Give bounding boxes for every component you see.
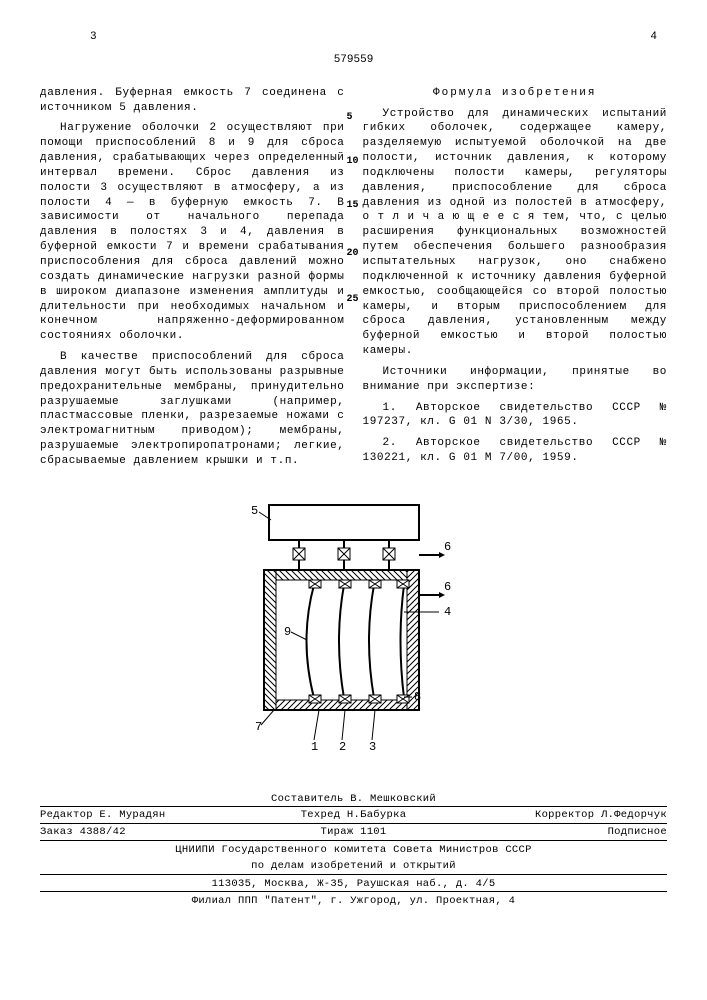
paragraph: давления. Буферная емкость 7 соединена с… — [40, 86, 345, 116]
line-marker: 15 — [347, 199, 361, 213]
editor-line: Редактор Е. Мурадян — [40, 808, 249, 822]
order-line: Заказ 4388/42 — [40, 825, 249, 839]
line-marker: 20 — [347, 247, 361, 261]
line-number-markers: 5 10 15 20 25 — [347, 75, 361, 307]
page-number-right: 4 — [650, 30, 657, 45]
figure-label: 3 — [369, 740, 376, 754]
figure-label: 6 — [444, 540, 451, 554]
address-line: Филиал ППП "Патент", г. Ужгород, ул. Про… — [40, 892, 667, 908]
compiler-line: Составитель В. Мешковский — [40, 790, 667, 807]
source-ref: 2. Авторское свидетельство СССР № 130221… — [363, 436, 668, 466]
figure-label: 4 — [444, 605, 451, 619]
address-line: 113035, Москва, Ж-35, Раушская наб., д. … — [40, 875, 667, 892]
sources-title: Источники информации, принятые во вниман… — [363, 365, 668, 395]
line-marker: 25 — [347, 293, 361, 307]
circulation-line: Тираж 1101 — [249, 825, 458, 839]
document-number: 579559 — [40, 53, 667, 68]
figure-label: 1 — [311, 740, 318, 754]
figure-label: 2 — [339, 740, 346, 754]
paragraph: Устройство для динамических испытаний ги… — [363, 107, 668, 359]
signed-line: Подписное — [458, 825, 667, 839]
figure-label: 5 — [251, 504, 258, 518]
figure-label: 8 — [414, 690, 421, 704]
figure-label: 7 — [255, 720, 262, 734]
figure-label: 9 — [284, 625, 291, 639]
valve-icon — [383, 548, 395, 560]
corrector-line: Корректор Л.Федорчук — [458, 808, 667, 822]
paragraph: В качестве приспособлений для сброса дав… — [40, 350, 345, 469]
footer-block: Составитель В. Мешковский Редактор Е. Му… — [40, 790, 667, 908]
page-number-left: 3 — [90, 30, 97, 45]
line-marker: 5 — [347, 111, 361, 125]
org-line: по делам изобретений и открытий — [40, 857, 667, 874]
line-marker: 10 — [347, 155, 361, 169]
source-ref: 1. Авторское свидетельство СССР № 197237… — [363, 401, 668, 431]
right-column: Формула изобретения Устройство для динам… — [363, 86, 668, 475]
techred-line: Техред Н.Бабурка — [249, 808, 458, 822]
formula-title: Формула изобретения — [363, 86, 668, 101]
figure-label: 6 — [444, 580, 451, 594]
valve-icon — [293, 548, 305, 560]
left-column: давления. Буферная емкость 7 соединена с… — [40, 86, 345, 475]
figure-diagram: 5 6 6 4 9 8 7 1 2 3 — [239, 500, 469, 760]
paragraph: Нагружение оболочки 2 осуществляют при п… — [40, 121, 345, 344]
org-line: ЦНИИПИ Государственного комитета Совета … — [40, 841, 667, 857]
valve-icon — [338, 548, 350, 560]
